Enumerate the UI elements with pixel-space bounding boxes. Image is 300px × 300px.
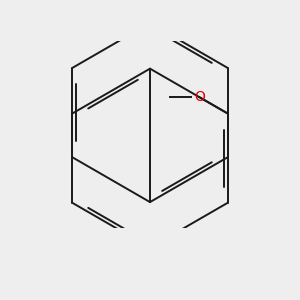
Text: O: O [167, 298, 178, 300]
Text: O: O [194, 90, 205, 104]
